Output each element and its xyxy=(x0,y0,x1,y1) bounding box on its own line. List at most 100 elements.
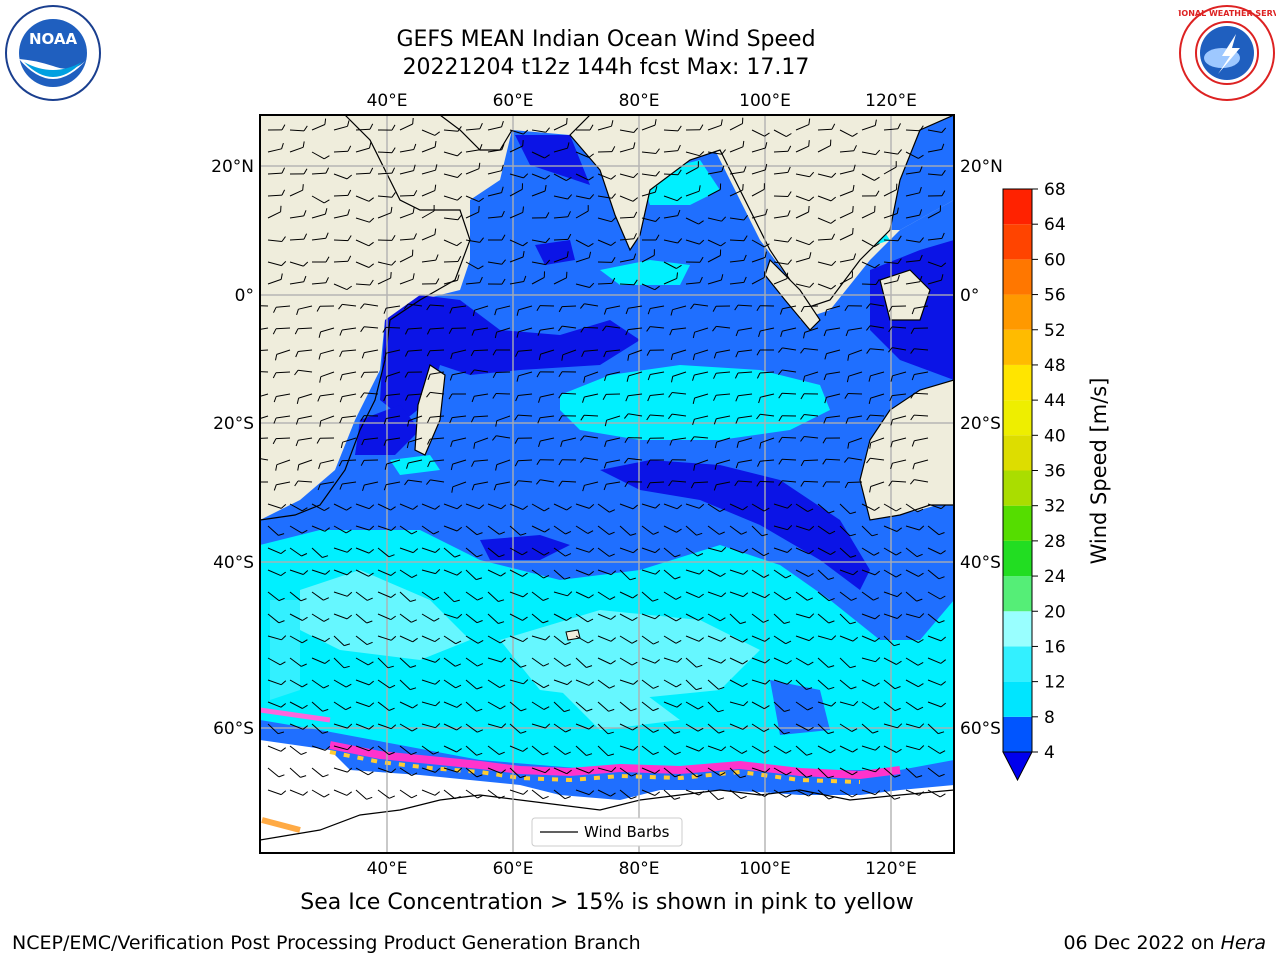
wind-barb xyxy=(751,276,765,285)
wind-barb xyxy=(927,173,942,176)
wind-barb-flag xyxy=(717,709,724,713)
wind-barb xyxy=(289,701,303,709)
wind-barb xyxy=(641,525,654,535)
wind-barb xyxy=(773,657,787,665)
wind-barb-flag xyxy=(303,261,309,267)
wind-barb xyxy=(267,547,282,555)
wind-barb xyxy=(826,305,841,311)
wind-barb-flag xyxy=(410,687,417,691)
wind-barb xyxy=(276,349,291,355)
wind-barb xyxy=(553,525,566,535)
wind-barb-flag xyxy=(501,234,506,241)
wind-barb xyxy=(487,745,500,755)
wind-barb-flag xyxy=(940,636,947,642)
colorbar-tick-label: 24 xyxy=(1044,567,1066,587)
wind-barb-flag xyxy=(565,729,572,733)
wind-barb xyxy=(421,767,436,773)
wind-barb-flag xyxy=(824,309,827,316)
wind-barb-flag xyxy=(668,459,673,466)
wind-barb xyxy=(641,503,656,509)
nws-logo-text: NATIONAL WEATHER SERVICE xyxy=(1178,9,1276,18)
wind-barb-flag xyxy=(390,272,392,279)
wind-barb-flag xyxy=(520,730,527,734)
wind-barb xyxy=(751,679,766,685)
wind-barb-flag xyxy=(471,461,475,467)
wind-barb-flag xyxy=(566,680,573,685)
wind-barb xyxy=(267,194,283,197)
wind-barb xyxy=(738,393,753,397)
wind-barb-flag xyxy=(542,752,549,756)
wind-barb-flag xyxy=(427,416,431,423)
wind-barb xyxy=(509,745,524,752)
wind-barb-flag xyxy=(655,216,661,222)
wind-barb xyxy=(905,547,918,557)
wind-barb xyxy=(891,480,907,483)
wind-barb xyxy=(311,569,326,575)
wind-barb-flag xyxy=(280,549,287,554)
wind-barb xyxy=(575,547,590,553)
wind-barb-flag xyxy=(692,419,695,426)
wind-barbs xyxy=(260,117,947,801)
wind-barb xyxy=(672,371,687,377)
wind-barb xyxy=(685,679,697,691)
wind-barb xyxy=(355,128,371,131)
wind-barb-flag xyxy=(851,793,858,798)
wind-barb-flag xyxy=(692,354,696,361)
wind-barb xyxy=(465,239,480,243)
wind-barb xyxy=(848,371,863,377)
colorbar-tick-label: 60 xyxy=(1044,250,1066,270)
wind-barb xyxy=(399,635,413,643)
wind-barb-flag xyxy=(874,614,881,620)
wind-barb-flag xyxy=(368,680,375,686)
wind-barb-flag xyxy=(647,374,651,381)
wind-barb-flag xyxy=(339,417,343,424)
wind-barb xyxy=(355,635,368,645)
wind-barb xyxy=(289,503,303,512)
wind-barb-flag xyxy=(589,194,595,200)
wind-barb-flag xyxy=(784,621,791,624)
wind-barb xyxy=(320,459,335,464)
wind-barb xyxy=(311,745,326,751)
wind-barb-flag xyxy=(919,275,923,282)
wind-barb-flag xyxy=(479,276,483,283)
wind-barb xyxy=(729,657,743,665)
wind-barb xyxy=(260,415,269,420)
wind-barb-flag xyxy=(536,479,541,485)
wind-barb-flag xyxy=(588,571,595,576)
wind-barb-flag xyxy=(273,484,277,491)
wind-barb-flag xyxy=(654,285,660,291)
wind-barb xyxy=(619,745,634,751)
wind-barb-flag xyxy=(324,746,331,751)
wind-barb-flag xyxy=(849,533,856,537)
wind-barb xyxy=(311,282,326,285)
wind-barb-flag xyxy=(404,479,409,486)
wind-barb-flag xyxy=(809,282,815,288)
wind-barb xyxy=(685,591,700,599)
wind-barb-flag xyxy=(633,279,638,286)
wind-barb-flag xyxy=(807,597,813,601)
wind-barb xyxy=(606,325,621,329)
wind-barb xyxy=(760,393,775,398)
wind-barb xyxy=(927,701,942,708)
wind-barb-flag xyxy=(625,395,629,402)
wind-barb xyxy=(825,458,841,461)
wind-barb xyxy=(452,415,467,419)
wind-barb-flag xyxy=(471,329,475,336)
wind-barb-flag xyxy=(522,637,528,643)
wind-barb-flag xyxy=(582,396,585,403)
wind-barb-flag xyxy=(630,533,637,536)
wind-barb xyxy=(487,192,502,197)
wind-barb xyxy=(883,525,898,532)
wind-barb-flag xyxy=(536,305,541,311)
colorbar-segment xyxy=(1003,400,1032,436)
wind-barb xyxy=(795,547,810,555)
wind-barb-flag xyxy=(699,124,704,131)
wind-barb-flag xyxy=(807,508,814,513)
wind-barb xyxy=(421,146,436,153)
wind-barb xyxy=(333,635,345,646)
wind-barb xyxy=(465,195,480,203)
wind-barb-flag xyxy=(558,481,563,487)
wind-barb-flag xyxy=(742,638,748,643)
wind-barb-flag xyxy=(800,460,805,467)
wind-barb-flag xyxy=(787,191,792,197)
